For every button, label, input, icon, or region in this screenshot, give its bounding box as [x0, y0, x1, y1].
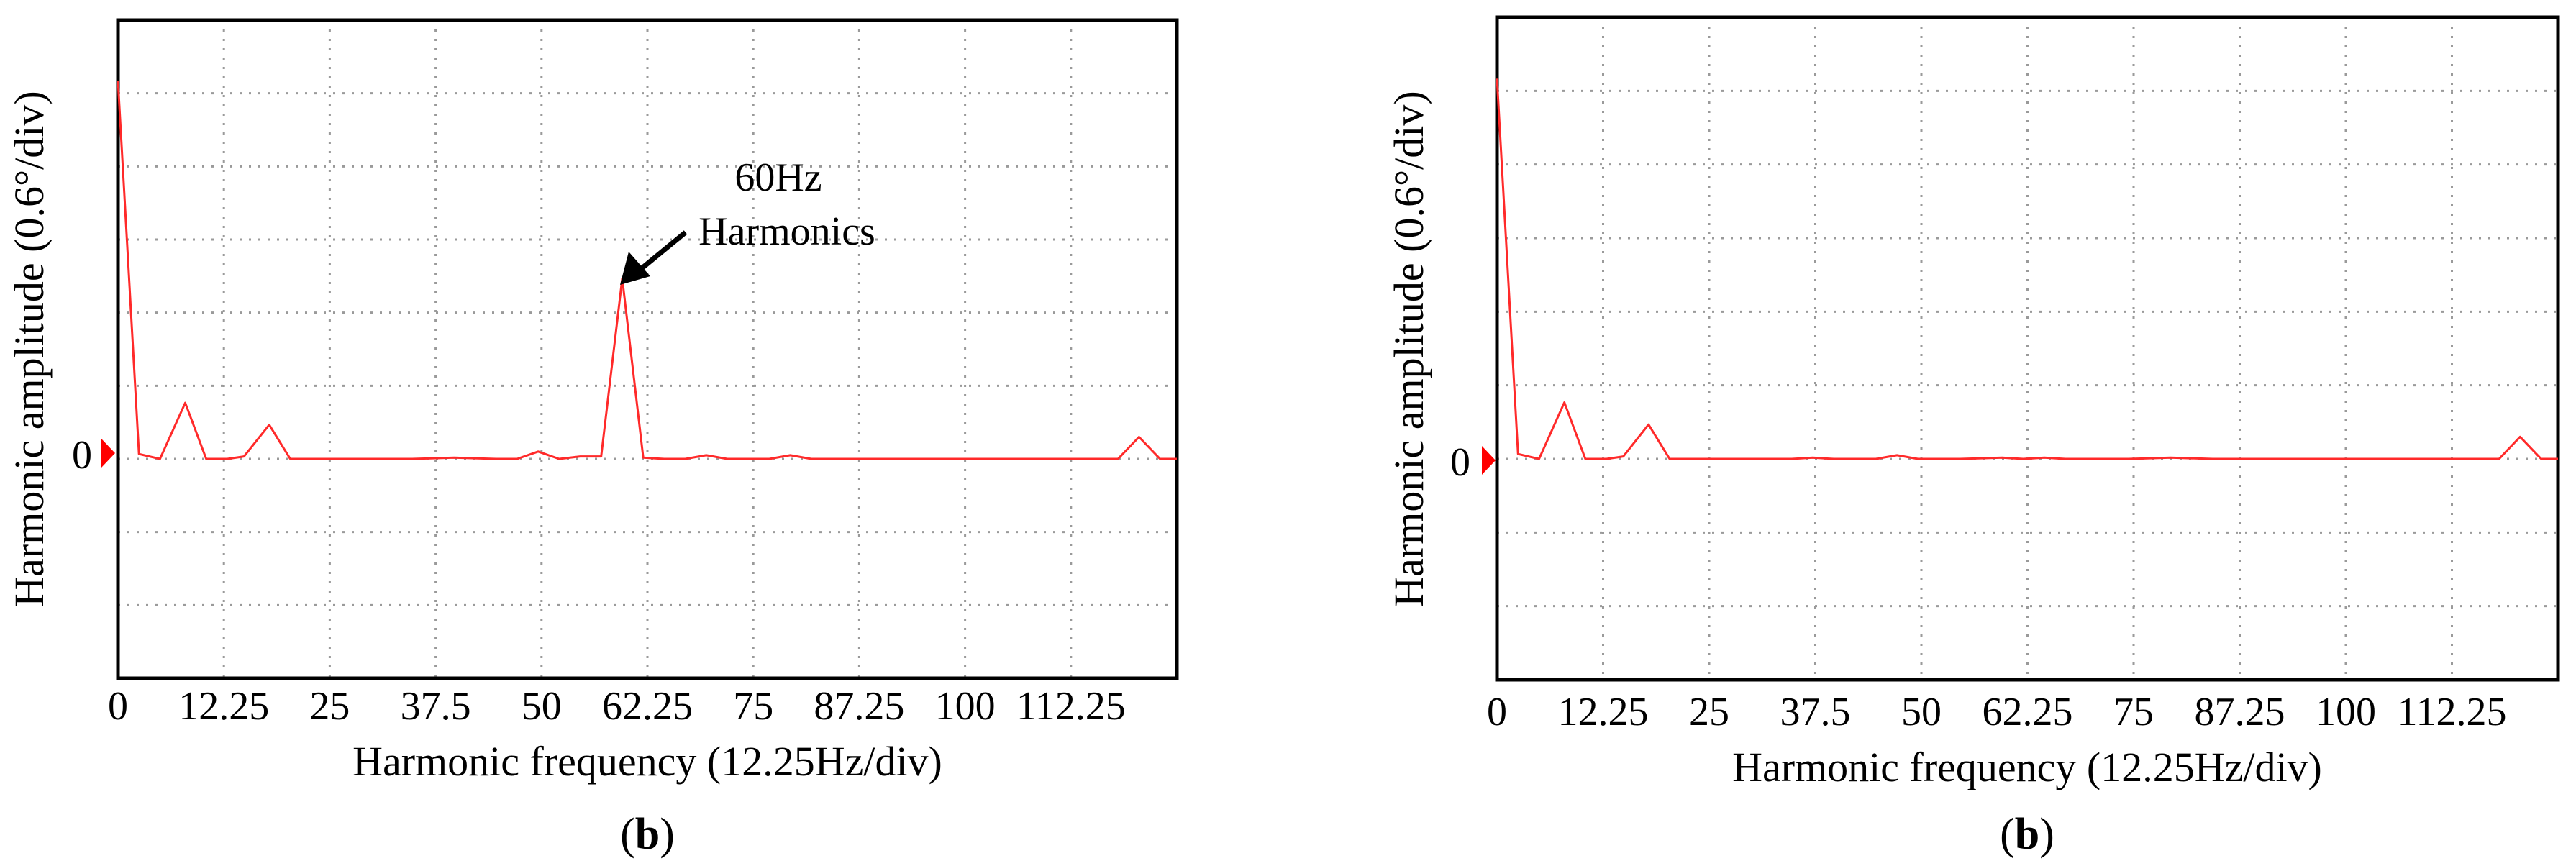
zero-label-b: 0 — [1450, 440, 1470, 485]
x-tick-label: 25 — [309, 684, 350, 729]
panel-letter-a: b — [635, 810, 660, 859]
x-axis-label-b: Harmonic frequency (12.25Hz/div) — [1732, 744, 2322, 790]
zero-marker-a — [101, 439, 115, 468]
x-tick-label: 112.25 — [1016, 684, 1126, 729]
x-tick-label: 87.25 — [2195, 690, 2285, 734]
x-tick-label: 62.25 — [1983, 690, 2073, 734]
zero-marker-b — [1482, 446, 1496, 475]
x-tick-label: 75 — [2113, 690, 2154, 734]
plot-frame-a — [116, 18, 1179, 680]
x-tick-label: 50 — [522, 684, 562, 729]
y-axis-label-a: Harmonic amplitude (0.6°/div) — [6, 91, 53, 606]
zero-label-a: 0 — [72, 433, 92, 478]
x-tick-label: 25 — [1689, 690, 1729, 734]
x-tick-label: 12.25 — [178, 684, 269, 729]
x-tick-label: 75 — [733, 684, 773, 729]
panel-label-b: (b) — [2000, 810, 2054, 859]
grid-b — [1497, 17, 2558, 680]
x-tick-label: 100 — [935, 684, 996, 729]
x-tick-label: 0 — [108, 684, 128, 729]
x-tick-label: 37.5 — [401, 684, 471, 729]
annotation-line-1: 60Hz — [734, 155, 822, 200]
x-tick-label: 62.25 — [602, 684, 693, 729]
panel-letter-b: b — [2015, 810, 2039, 859]
annotation-line-2: Harmonics — [698, 209, 875, 254]
x-tick-label: 87.25 — [814, 684, 904, 729]
panel-label-a: (b) — [620, 810, 675, 859]
x-tick-label: 0 — [1487, 690, 1507, 734]
x-tick-label: 37.5 — [1780, 690, 1851, 734]
panel-b: 0 0 12.25 25 37.5 50 62.25 75 87.25 100 112.25 Ha… — [1385, 15, 2560, 859]
x-axis-label-a: Harmonic frequency (12.25Hz/div) — [352, 738, 942, 785]
x-ticks-b: 0 12.25 25 37.5 50 62.25 75 87.25 100 112.25 — [1487, 690, 2506, 734]
y-axis-label-b: Harmonic amplitude (0.6°/div) — [1385, 91, 1432, 606]
x-tick-label: 112.25 — [2398, 690, 2507, 734]
annotation-arrow — [620, 230, 688, 285]
x-tick-label: 100 — [2316, 690, 2376, 734]
x-tick-label: 50 — [1901, 690, 1942, 734]
x-tick-label: 12.25 — [1558, 690, 1649, 734]
grid-a — [118, 20, 1177, 678]
panel-a: 0 0 12.25 25 37.5 50 62.25 75 87.25 100 112.25 Ha… — [6, 18, 1179, 859]
x-ticks-a: 0 12.25 25 37.5 50 62.25 75 87.25 100 112.25 — [108, 684, 1126, 729]
plot-frame-b — [1495, 15, 2560, 682]
harmonic-trace-b — [1496, 78, 2558, 460]
